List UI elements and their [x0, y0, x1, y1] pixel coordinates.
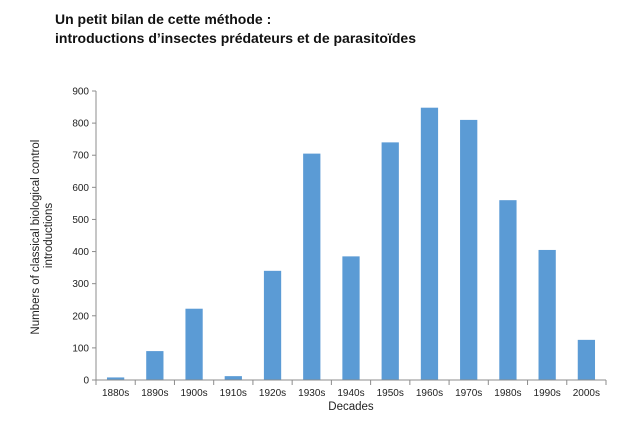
axes-group — [92, 90, 607, 385]
bar-1880s — [106, 377, 125, 380]
x-tick-label: 2000s — [573, 388, 600, 399]
bar-1980s — [499, 200, 517, 380]
y-tick-label: 600 — [72, 183, 89, 194]
y-tick-label: 400 — [72, 247, 89, 258]
y-tick-label: 0 — [83, 376, 89, 387]
bar-1890s — [146, 351, 164, 380]
bar-1970s — [460, 119, 478, 381]
y-tick-labels: 0 100 200 300 400 500 600 700 800 900 — [72, 87, 89, 387]
bars-group — [106, 107, 596, 381]
x-tick-label: 1890s — [141, 388, 168, 399]
bar-1990s — [538, 249, 556, 380]
chart-title: Un petit bilan de cette méthode : introd… — [55, 10, 416, 48]
x-tick-label: 1930s — [298, 388, 325, 399]
y-tick-label: 300 — [72, 279, 89, 290]
bar-1940s — [342, 256, 360, 380]
x-tick-label: 1970s — [455, 388, 482, 399]
x-axis-label: Decades — [328, 401, 374, 413]
y-tick-label: 900 — [72, 87, 89, 98]
x-tick-labels: 1880s 1890s 1900s 1910s 1920s 1930s 1940s 1950s… — [102, 388, 600, 399]
bar-1920s — [263, 270, 282, 380]
x-tick-label: 1880s — [102, 388, 129, 399]
bar-1900s — [185, 308, 203, 380]
x-tick-label: 1910s — [220, 388, 247, 399]
bar-1960s — [420, 107, 439, 380]
y-axis-label-line-1: Numbers of classical biological control — [30, 140, 42, 335]
y-tick-label: 700 — [72, 151, 89, 162]
x-tick-label: 1940s — [337, 388, 364, 399]
bar-2000s — [577, 339, 596, 380]
x-tick-label: 1990s — [534, 388, 561, 399]
y-tick-label: 100 — [72, 343, 89, 354]
bar-1930s — [303, 153, 321, 380]
y-axis-label: Numbers of classical biological control … — [30, 136, 55, 334]
y-tick-label: 500 — [72, 215, 89, 226]
y-tick-label: 200 — [72, 311, 89, 322]
bar-1910s — [224, 376, 242, 380]
x-tick-label: 1900s — [180, 388, 207, 399]
title-line-1: Un petit bilan de cette méthode : — [55, 11, 272, 27]
x-tick-label: 1950s — [377, 388, 404, 399]
x-tick-label: 1960s — [416, 388, 443, 399]
title-line-2: introductions d’insectes prédateurs et d… — [55, 30, 416, 46]
y-axis-label-line-2: introductions — [43, 203, 55, 268]
bar-1950s — [381, 142, 399, 380]
x-tick-label: 1980s — [494, 388, 521, 399]
y-tick-label: 800 — [72, 119, 89, 130]
x-tick-label: 1920s — [259, 388, 286, 399]
